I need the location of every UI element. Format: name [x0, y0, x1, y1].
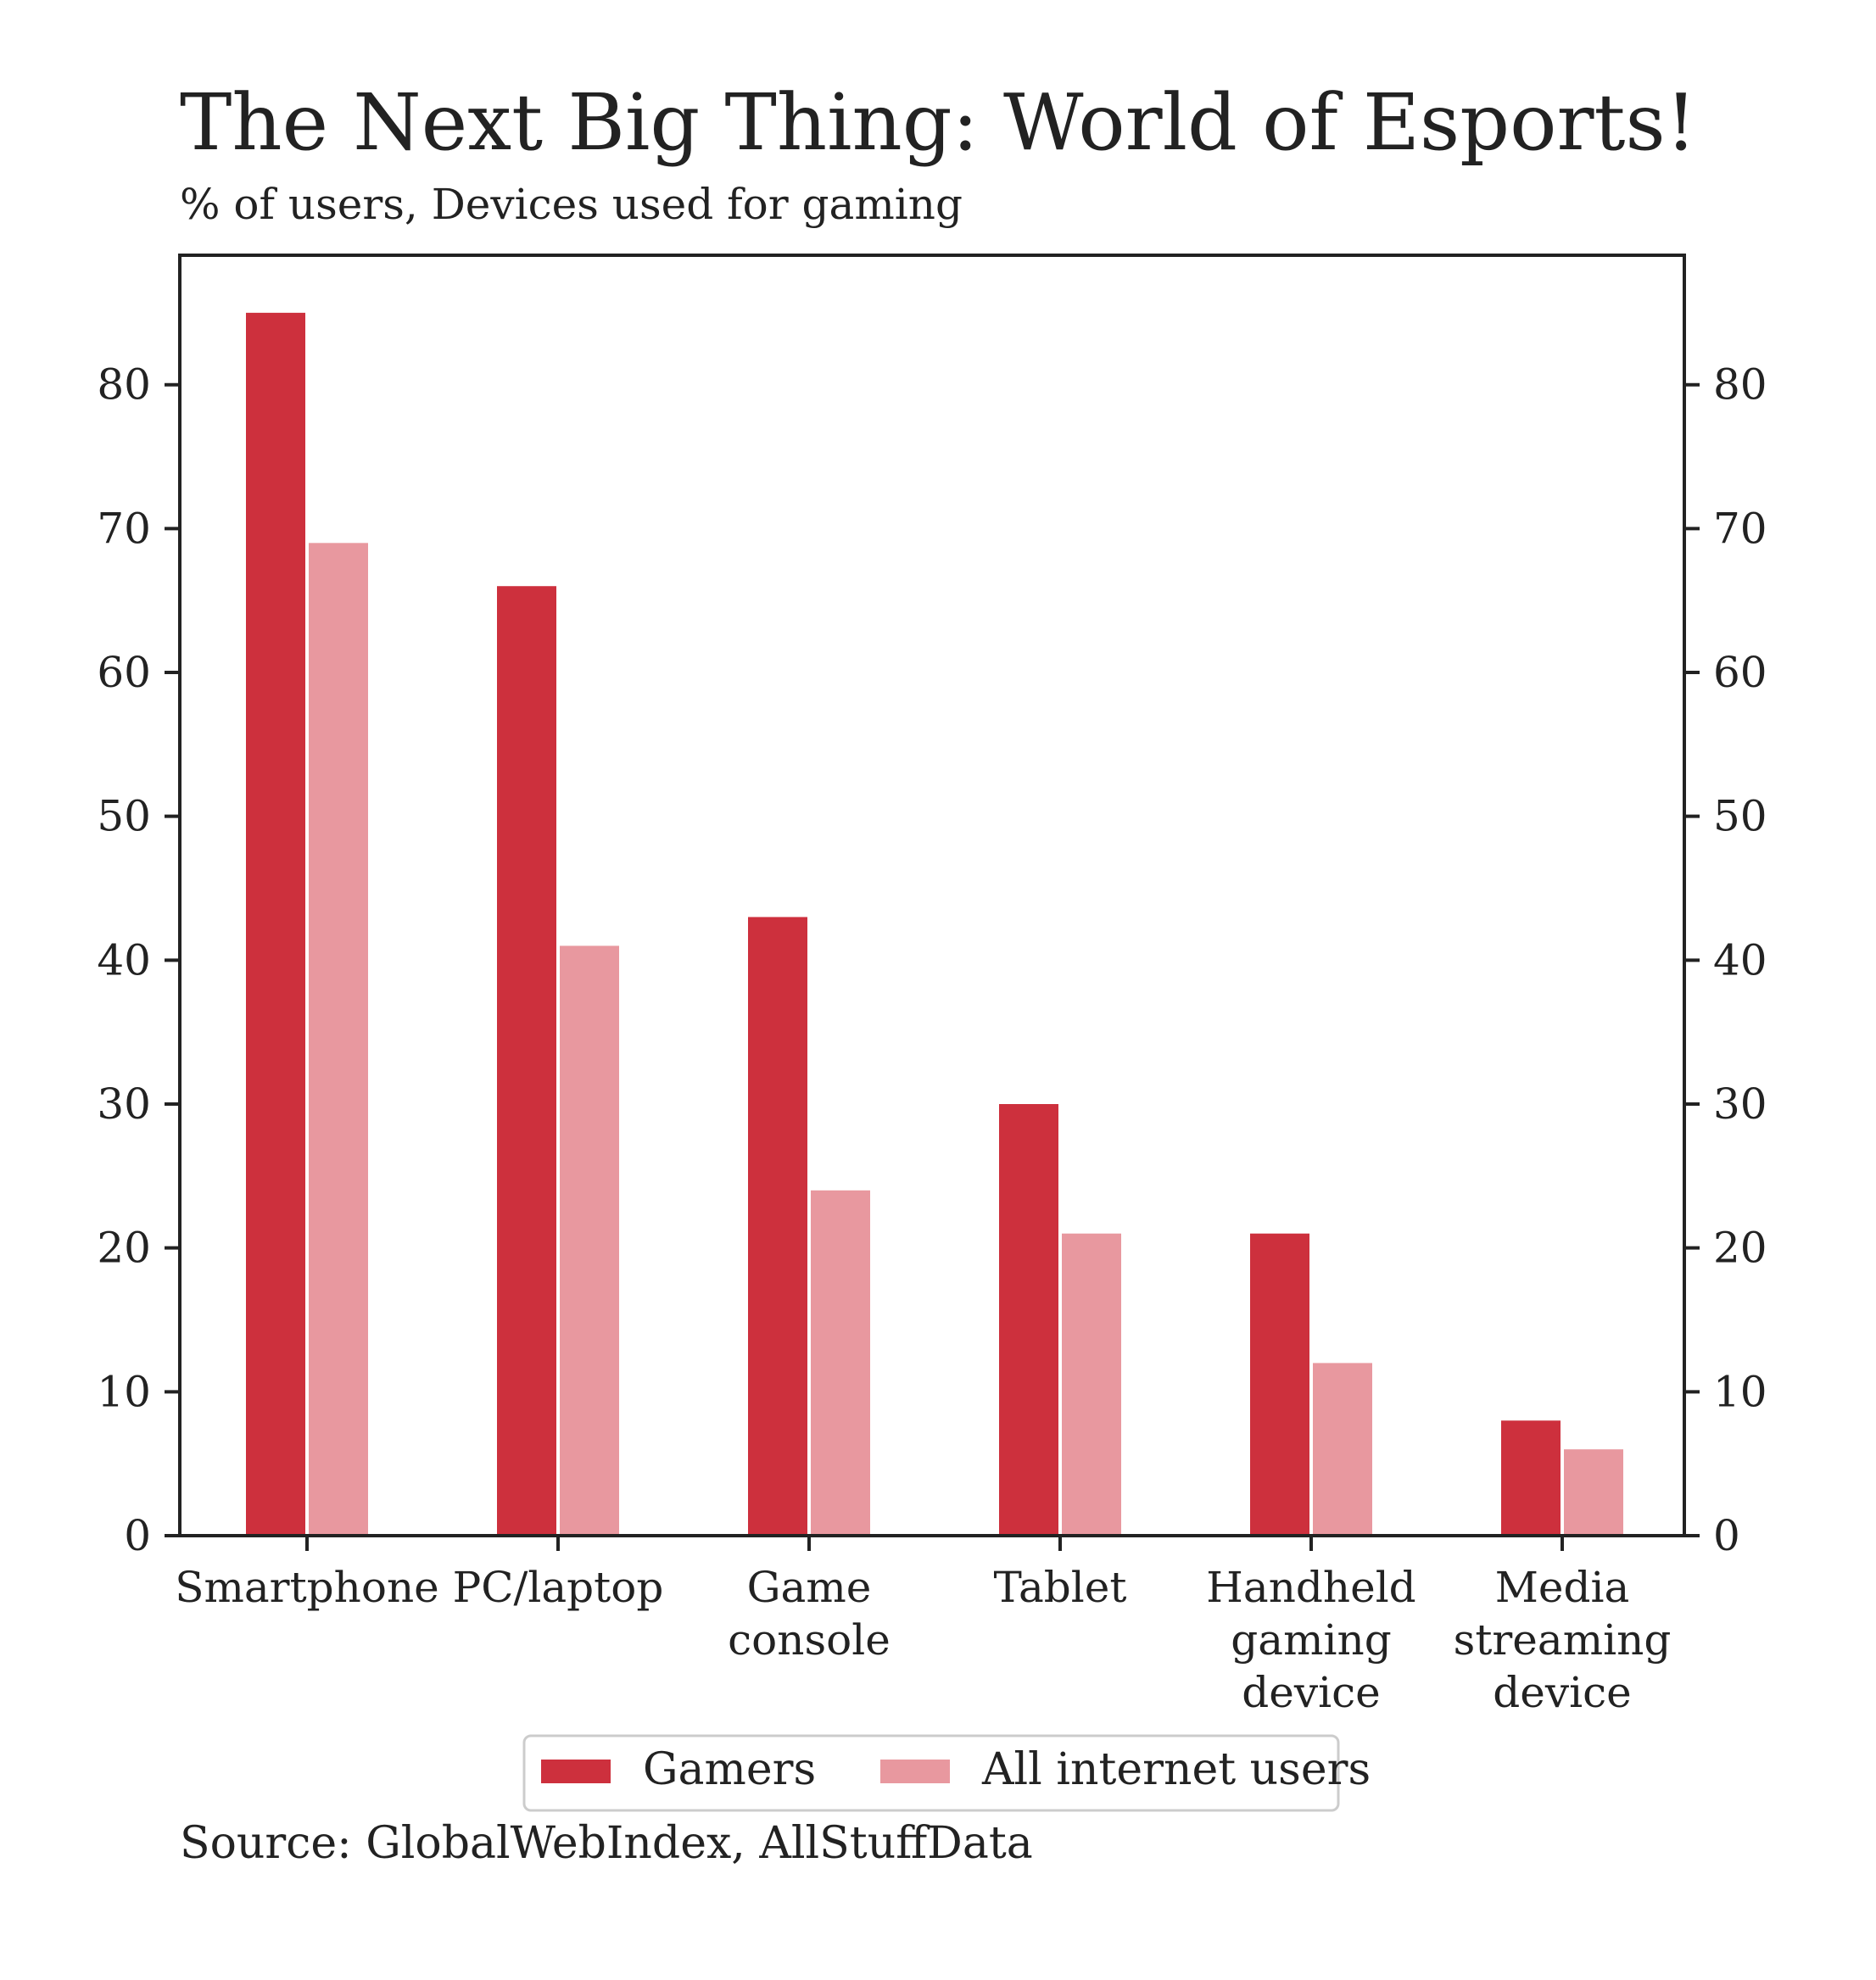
x-tick-label-line: Handheld — [1206, 1563, 1415, 1612]
bar-all-internet-users-3 — [1062, 1233, 1121, 1536]
y-tick-label-left: 0 — [124, 1511, 151, 1560]
x-tick-label-line: gaming — [1231, 1615, 1391, 1665]
y-tick-label-right: 20 — [1713, 1224, 1767, 1273]
y-tick-label-left: 10 — [97, 1367, 151, 1416]
y-tick-label-left: 20 — [97, 1224, 151, 1273]
bar-gamers-4 — [1250, 1233, 1309, 1536]
y-tick-label-left: 80 — [97, 360, 151, 410]
x-tick-label-line: Tablet — [994, 1563, 1127, 1612]
bar-all-internet-users-5 — [1564, 1449, 1623, 1536]
x-tick-label-line: console — [728, 1615, 891, 1665]
ticks-layer: 0 0 10 10 20 20 30 30 40 40 50 50 60 60 70 70 80 80 — [97, 360, 1767, 1560]
y-tick-label-right: 40 — [1713, 935, 1767, 984]
bar-gamers-0 — [246, 312, 305, 1536]
x-tick-label-line: PC/laptop — [453, 1563, 664, 1612]
y-tick-label-left: 70 — [97, 504, 151, 553]
bar-gamers-5 — [1501, 1420, 1561, 1536]
x-tick-label: Smartphone — [175, 1563, 439, 1612]
x-tick-label-line: device — [1493, 1668, 1631, 1717]
bar-all-internet-users-0 — [309, 543, 368, 1536]
bar-gamers-3 — [999, 1104, 1058, 1536]
x-tick-label-line: streaming — [1454, 1615, 1672, 1665]
x-tick-label-line: device — [1242, 1668, 1380, 1717]
y-tick-label-right: 0 — [1713, 1511, 1740, 1560]
source-note: Source: GlobalWebIndex, AllStuffData — [180, 1818, 1033, 1869]
y-tick-label-left: 60 — [97, 648, 151, 697]
bar-all-internet-users-1 — [560, 945, 619, 1536]
legend: Gamers All internet users — [522, 1734, 1371, 1812]
x-labels-layer: Smartphone PC/laptop Game console Tablet Hand… — [175, 1536, 1671, 1717]
legend-label-gamers: Gamers — [643, 1744, 816, 1795]
x-tick-label: Media streaming device — [1454, 1563, 1672, 1717]
x-tick-label-line: Game — [747, 1563, 872, 1612]
y-tick-label-right: 30 — [1713, 1079, 1767, 1129]
y-tick-label-right: 80 — [1713, 360, 1767, 410]
x-tick-label: Tablet — [994, 1563, 1127, 1612]
bar-all-internet-users-4 — [1313, 1363, 1372, 1536]
y-tick-label-right: 50 — [1713, 792, 1767, 841]
x-tick-label: PC/laptop — [453, 1563, 664, 1612]
x-tick-label-line: Media — [1495, 1563, 1630, 1612]
x-tick-label-line: Smartphone — [175, 1563, 439, 1612]
bar-gamers-2 — [748, 917, 807, 1536]
chart-title: The Next Big Thing: World of Esports! — [180, 77, 1697, 168]
chart-subtitle: % of users, Devices used for gaming — [180, 180, 963, 229]
bar-all-internet-users-2 — [811, 1190, 870, 1536]
y-tick-label-left: 50 — [97, 792, 151, 841]
y-tick-label-right: 70 — [1713, 504, 1767, 553]
legend-swatch-all-internet-users — [880, 1760, 950, 1783]
y-tick-label-right: 10 — [1713, 1367, 1767, 1416]
x-tick-label: Handheld gaming device — [1206, 1563, 1415, 1717]
x-tick-label: Game console — [728, 1563, 891, 1665]
bar-gamers-1 — [497, 586, 556, 1536]
legend-swatch-gamers — [541, 1760, 611, 1783]
y-tick-label-left: 30 — [97, 1079, 151, 1129]
legend-label-all-internet-users: All internet users — [981, 1744, 1371, 1795]
plot-frame — [178, 254, 1686, 1537]
y-tick-label-left: 40 — [97, 935, 151, 984]
y-tick-label-right: 60 — [1713, 648, 1767, 697]
bars-layer — [246, 312, 1623, 1536]
